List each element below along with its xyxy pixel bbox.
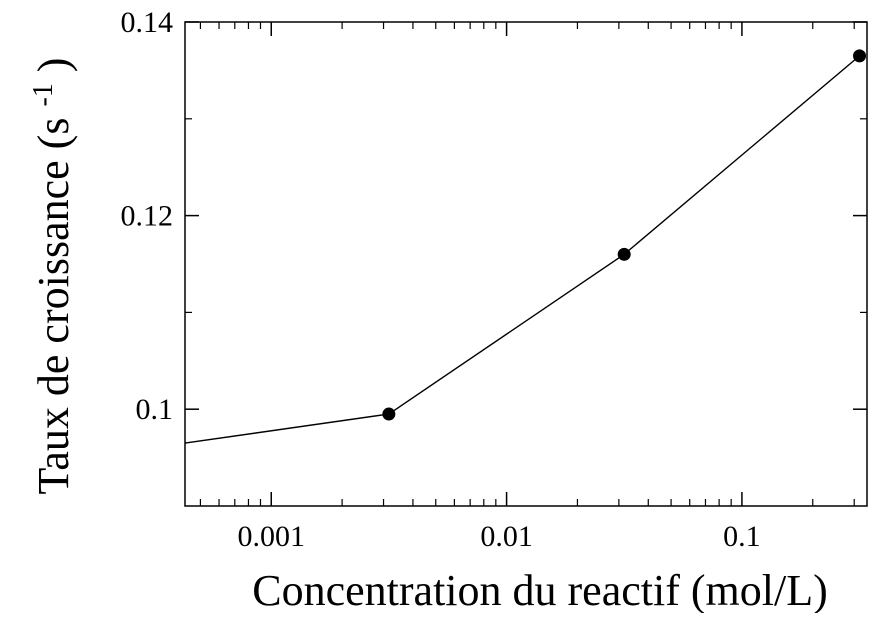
series-line — [184, 55, 860, 444]
labels-layer: Concentration du reactif (mol/L) Taux de… — [13, 6, 828, 615]
y-axis-title: Taux de croissance (s -1 ) — [13, 58, 78, 495]
series-layer — [184, 49, 867, 444]
x-axis-title: Concentration du reactif (mol/L) — [252, 566, 827, 613]
x-tick-label: 0.1 — [723, 520, 761, 553]
y-tick-label: 0.1 — [136, 393, 174, 426]
y-axis-title-superscript: -1 — [28, 83, 59, 106]
data-point — [382, 407, 396, 421]
data-point — [617, 247, 631, 261]
y-axis-title-suffix: ) — [29, 58, 78, 73]
plot-frame — [184, 21, 868, 507]
x-tick-label: 0.01 — [480, 520, 533, 553]
y-tick-label: 0.12 — [121, 200, 174, 233]
x-tick-label: 0.001 — [238, 520, 306, 553]
y-axis-title-main: Taux de croissance (s — [29, 118, 78, 495]
data-point — [853, 49, 867, 63]
y-tick-label: 0.14 — [121, 6, 174, 39]
axes-layer — [184, 21, 868, 507]
